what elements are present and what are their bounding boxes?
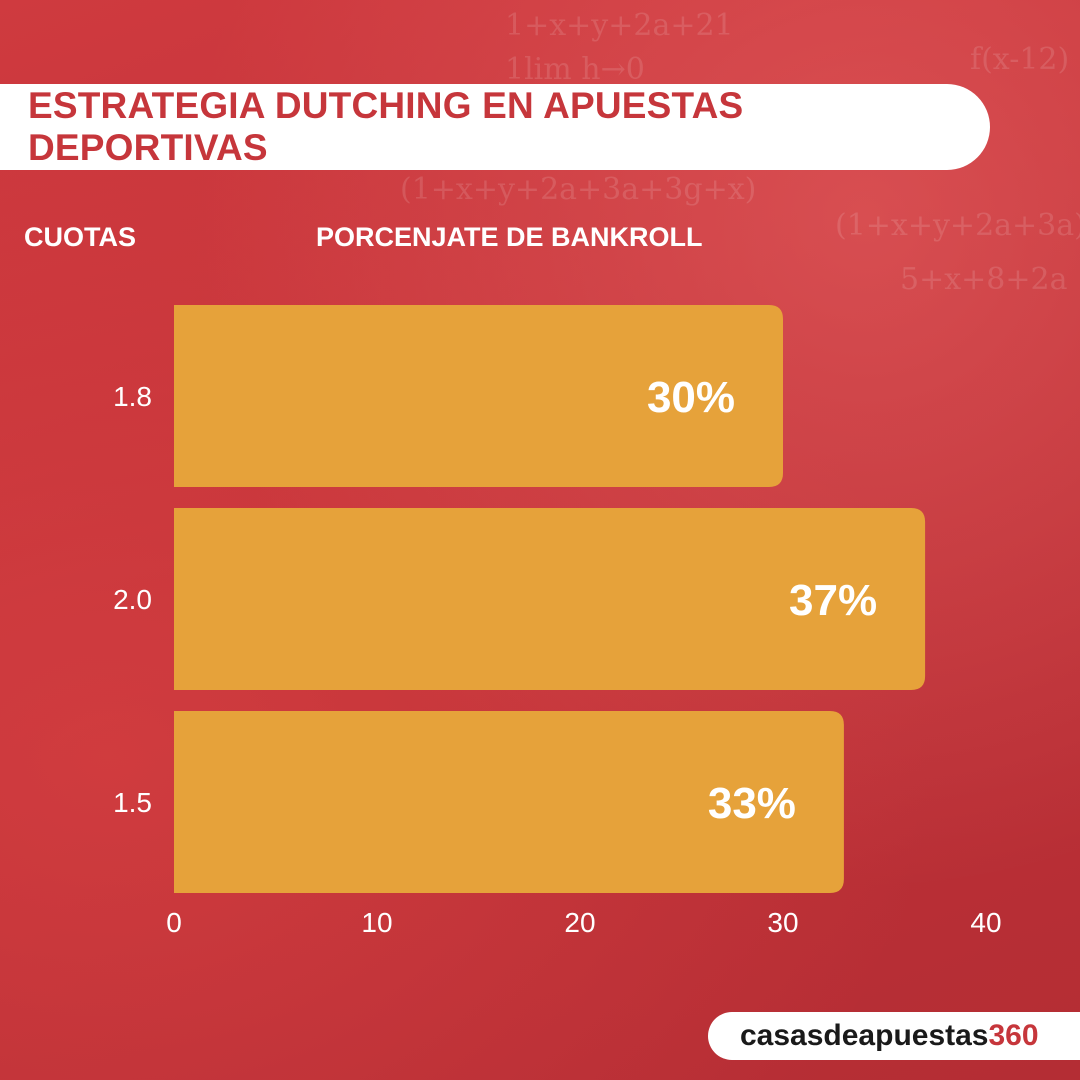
background-decoration: 5+x+8+2a [900,262,1068,297]
x-tick-label: 10 [361,907,392,938]
title-banner: ESTRATEGIA DUTCHING EN APUESTAS DEPORTIV… [0,84,990,170]
background-decoration: 1+x+y+2a+21 [505,8,734,43]
data-label: 33% [708,779,796,828]
data-label: 30% [647,373,735,422]
background-decoration: 1lim h→0 [505,52,645,87]
brand-number: 360 [988,1019,1039,1052]
brand-badge: casasdeapuestas 360 [708,1012,1080,1060]
background-decoration: (1+x+y+2a+3a+3g+x) [400,172,757,207]
x-axis-header: PORCENJATE DE BANKROLL [316,222,703,252]
background-decoration: f(x-12) [970,42,1070,77]
category-tick-label: 1.8 [113,381,152,412]
x-tick-label: 40 [970,907,1001,938]
x-tick-label: 30 [767,907,798,938]
x-tick-label: 20 [564,907,595,938]
y-axis-header: CUOTAS [24,222,136,252]
category-tick-label: 1.5 [113,787,152,818]
background-decoration: (1+x+y+2a+3a) [835,208,1080,243]
bar-1.8 [174,305,783,487]
bar-2.0 [174,508,926,690]
chart-title: ESTRATEGIA DUTCHING EN APUESTAS DEPORTIV… [28,85,744,168]
bar-1.5 [174,711,844,893]
category-tick-label: 2.0 [113,584,152,615]
brand-name: casasdeapuestas [740,1019,989,1052]
data-label: 37% [789,576,877,625]
x-tick-label: 0 [166,907,182,938]
